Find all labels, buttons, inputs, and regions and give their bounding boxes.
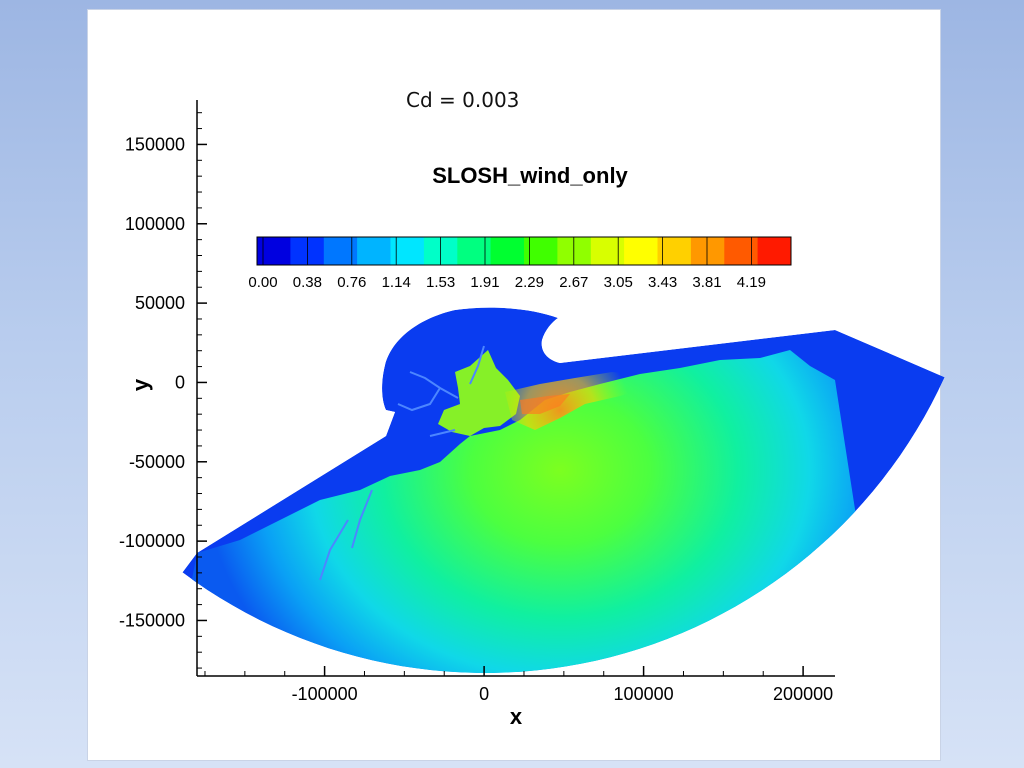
- x-tick-label: 200000: [773, 684, 833, 704]
- water-level-field: [182, 307, 945, 673]
- y-tick-label: -150000: [119, 610, 185, 630]
- colorbar-swatch: [490, 237, 525, 265]
- colorbar-swatch: [590, 237, 625, 265]
- colorbar-frame: [256, 236, 792, 266]
- colorbar-swatch: [757, 237, 792, 265]
- peak-surge-region: [505, 372, 650, 430]
- colorbar-level-label: 0.38: [293, 274, 322, 291]
- colorbar-swatch: [657, 237, 692, 265]
- plot-axes: [196, 100, 835, 677]
- y-ticks: -150000 -100000 -50000 0 50000 100000 150000: [119, 112, 207, 669]
- colorbar-level-label: 0.00: [248, 274, 277, 291]
- y-tick-label: 0: [175, 372, 185, 392]
- colorbar-swatch: [624, 237, 658, 265]
- colorbar-level-label: 1.53: [426, 274, 455, 291]
- colorbar-swatch: [323, 237, 358, 265]
- y-tick-label: -100000: [119, 531, 185, 551]
- y-tick-label: 100000: [125, 214, 185, 234]
- y-tick-label: -50000: [129, 452, 185, 472]
- y-tick-label: 50000: [135, 293, 185, 313]
- colorbar-swatch: [357, 237, 391, 265]
- x-tick-label: -100000: [292, 684, 358, 704]
- colorbar-swatch: [390, 237, 425, 265]
- colorbar-level-label: 1.91: [470, 274, 499, 291]
- colorbar-level-label: 3.05: [604, 274, 633, 291]
- river-channels: [319, 345, 485, 581]
- y-axis-label: y: [128, 378, 153, 391]
- colorbar-level-label: 2.67: [559, 274, 588, 291]
- x-axis-label: x: [510, 704, 523, 729]
- chart-title: SLOSH_wind_only: [432, 163, 628, 188]
- colorbar-level-label: 4.19: [737, 274, 766, 291]
- bay-region: [438, 350, 520, 436]
- colorbar-swatch: [457, 237, 492, 265]
- colorbar-swatch: [724, 237, 759, 265]
- colorbar-swatch: [690, 237, 725, 265]
- colorbar: 0.00 0.38 0.76 1.14 1.53 1.91 2.29 2.67 3.05 3.43…: [248, 236, 792, 291]
- peak-surge-core: [520, 394, 570, 414]
- y-tick-label: 150000: [125, 134, 185, 154]
- colorbar-level-label: 3.81: [692, 274, 721, 291]
- coastal-water-field: [182, 350, 900, 673]
- colorbar-swatch: [257, 237, 291, 265]
- colorbar-swatch: [557, 237, 592, 265]
- x-ticks: -100000 0 100000 200000: [204, 666, 833, 704]
- colorbar-level-label: 3.43: [648, 274, 677, 291]
- colorbar-level-label: 1.14: [382, 274, 411, 291]
- colorbar-level-label: 0.76: [337, 274, 366, 291]
- drag-coefficient-label: Cd = 0.003: [406, 88, 520, 112]
- x-tick-label: 0: [479, 684, 489, 704]
- colorbar-level-label: 2.29: [515, 274, 544, 291]
- x-tick-label: 100000: [614, 684, 674, 704]
